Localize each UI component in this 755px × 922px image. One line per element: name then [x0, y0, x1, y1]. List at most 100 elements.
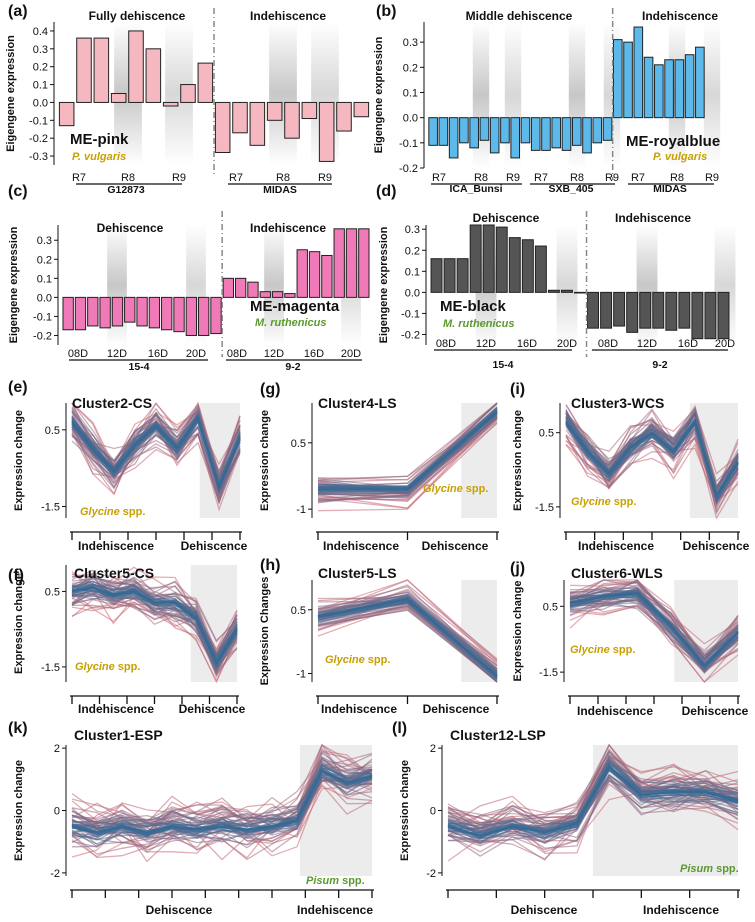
bar — [438, 117, 449, 146]
trajectory-line — [317, 609, 498, 682]
bar — [521, 239, 534, 293]
bar — [541, 117, 551, 151]
panel-label: (k) — [8, 720, 28, 737]
x-category-label: R7 — [229, 172, 243, 184]
group-name: ICA_Bunsi — [449, 183, 502, 195]
x-category-label: R8 — [474, 172, 488, 184]
x-group-label: Indehiscence — [578, 539, 654, 553]
y-axis-label: Eigengene expression — [5, 35, 17, 152]
bar — [695, 46, 705, 119]
group-name: 9-2 — [285, 361, 300, 373]
bar — [500, 117, 510, 144]
bar — [198, 296, 210, 336]
y-tick-label: -0.2 — [29, 133, 48, 145]
panel-label: (d) — [376, 183, 396, 200]
y-axis-label: Expression change — [13, 410, 25, 511]
species-genus: Glycine — [570, 644, 610, 656]
bar — [162, 101, 179, 107]
bar — [284, 293, 296, 298]
line-panel-g: 0.5 -1 Expression change Indehiscence Dehisc… — [259, 381, 499, 553]
module-label: ME-magenta — [250, 298, 340, 315]
species-genus: Glycine — [75, 661, 115, 673]
group-name: G12873 — [107, 184, 145, 196]
x-group-label: Indehiscence — [577, 704, 653, 718]
bar — [301, 101, 318, 120]
bar — [654, 64, 664, 119]
y-tick-label: -1.5 — [535, 502, 554, 514]
y-tick-label: 0.3 — [33, 44, 48, 56]
bar — [551, 117, 562, 149]
bar — [561, 117, 572, 151]
bar — [704, 291, 717, 340]
species-label: P. vulgaris — [72, 151, 126, 163]
bar — [284, 101, 300, 139]
bar — [110, 93, 127, 103]
species-label: Glycine spp. — [423, 483, 488, 495]
x-category-label: 08D — [436, 338, 456, 350]
y-tick-label: 0.1 — [33, 80, 48, 92]
panel-label: (f) — [8, 567, 24, 584]
bar — [674, 59, 685, 119]
bar — [428, 117, 438, 146]
bar — [534, 245, 547, 293]
bar — [684, 54, 695, 119]
y-tick-label: 0.3 — [405, 224, 420, 236]
bar — [197, 62, 214, 103]
x-category-label: 20D — [557, 338, 577, 350]
bar — [520, 117, 531, 144]
trajectory-line — [318, 411, 498, 490]
bar — [358, 228, 370, 298]
line-panel-l: 2 0 -2 Expression change Dehiscence Indehisce… — [392, 720, 740, 917]
bar — [124, 296, 136, 323]
group-title: Fully dehiscence — [89, 9, 186, 23]
y-tick-label: 0.2 — [33, 62, 48, 74]
group-title: Indehiscence — [615, 211, 691, 225]
bar — [87, 296, 99, 327]
panel-label: (g) — [260, 381, 280, 398]
bar — [210, 296, 222, 335]
species-label: Glycine spp. — [80, 506, 145, 518]
x-category-label: R9 — [506, 172, 520, 184]
bar — [623, 41, 633, 119]
y-tick-label: -0.1 — [33, 311, 52, 323]
y-tick-label: 0.0 — [37, 292, 52, 304]
line-panel-h: 0.5 -1 Expression Changes Indehiscence Dehis… — [259, 557, 499, 716]
species-suffix: spp. — [115, 661, 141, 673]
bar — [678, 291, 691, 329]
species-suffix: spp. — [463, 483, 489, 495]
x-category-label: 12D — [476, 338, 496, 350]
group-name: MIDAS — [653, 183, 687, 195]
y-tick-label: -0.1 — [399, 138, 418, 150]
x-category-label: 20D — [715, 338, 735, 350]
y-axis-label: Expression Changes — [259, 577, 271, 686]
shade-band — [269, 22, 297, 165]
trajectory-line — [569, 592, 739, 667]
y-tick-label: 0.1 — [405, 266, 420, 278]
x-group-label: Dehiscence — [181, 539, 248, 553]
shade-band — [556, 225, 578, 345]
x-category-label: R9 — [172, 172, 186, 184]
y-axis-label: Expression change — [399, 760, 411, 861]
bar — [232, 101, 248, 134]
y-tick-label: 0.0 — [405, 287, 420, 299]
bar — [602, 117, 613, 141]
trajectory-line — [317, 422, 498, 509]
bar — [247, 281, 259, 298]
species-label: Glycine spp. — [325, 654, 390, 666]
shade-band — [264, 225, 284, 345]
bar — [664, 59, 674, 119]
y-tick-label: -2 — [426, 868, 436, 880]
y-tick-label: -1.5 — [41, 662, 60, 674]
bar — [180, 84, 196, 103]
species-genus: Glycine — [423, 483, 463, 495]
species-label: Pisum spp. — [680, 863, 739, 875]
bar — [259, 291, 271, 298]
panel-label: (b) — [376, 3, 396, 20]
x-group-label: Dehiscence — [146, 903, 213, 917]
bar — [495, 226, 508, 293]
y-tick-label: 0.2 — [405, 245, 420, 257]
bar — [643, 56, 654, 119]
bar — [214, 101, 231, 153]
species-genus: Pisum — [680, 863, 713, 875]
bar — [271, 291, 284, 298]
